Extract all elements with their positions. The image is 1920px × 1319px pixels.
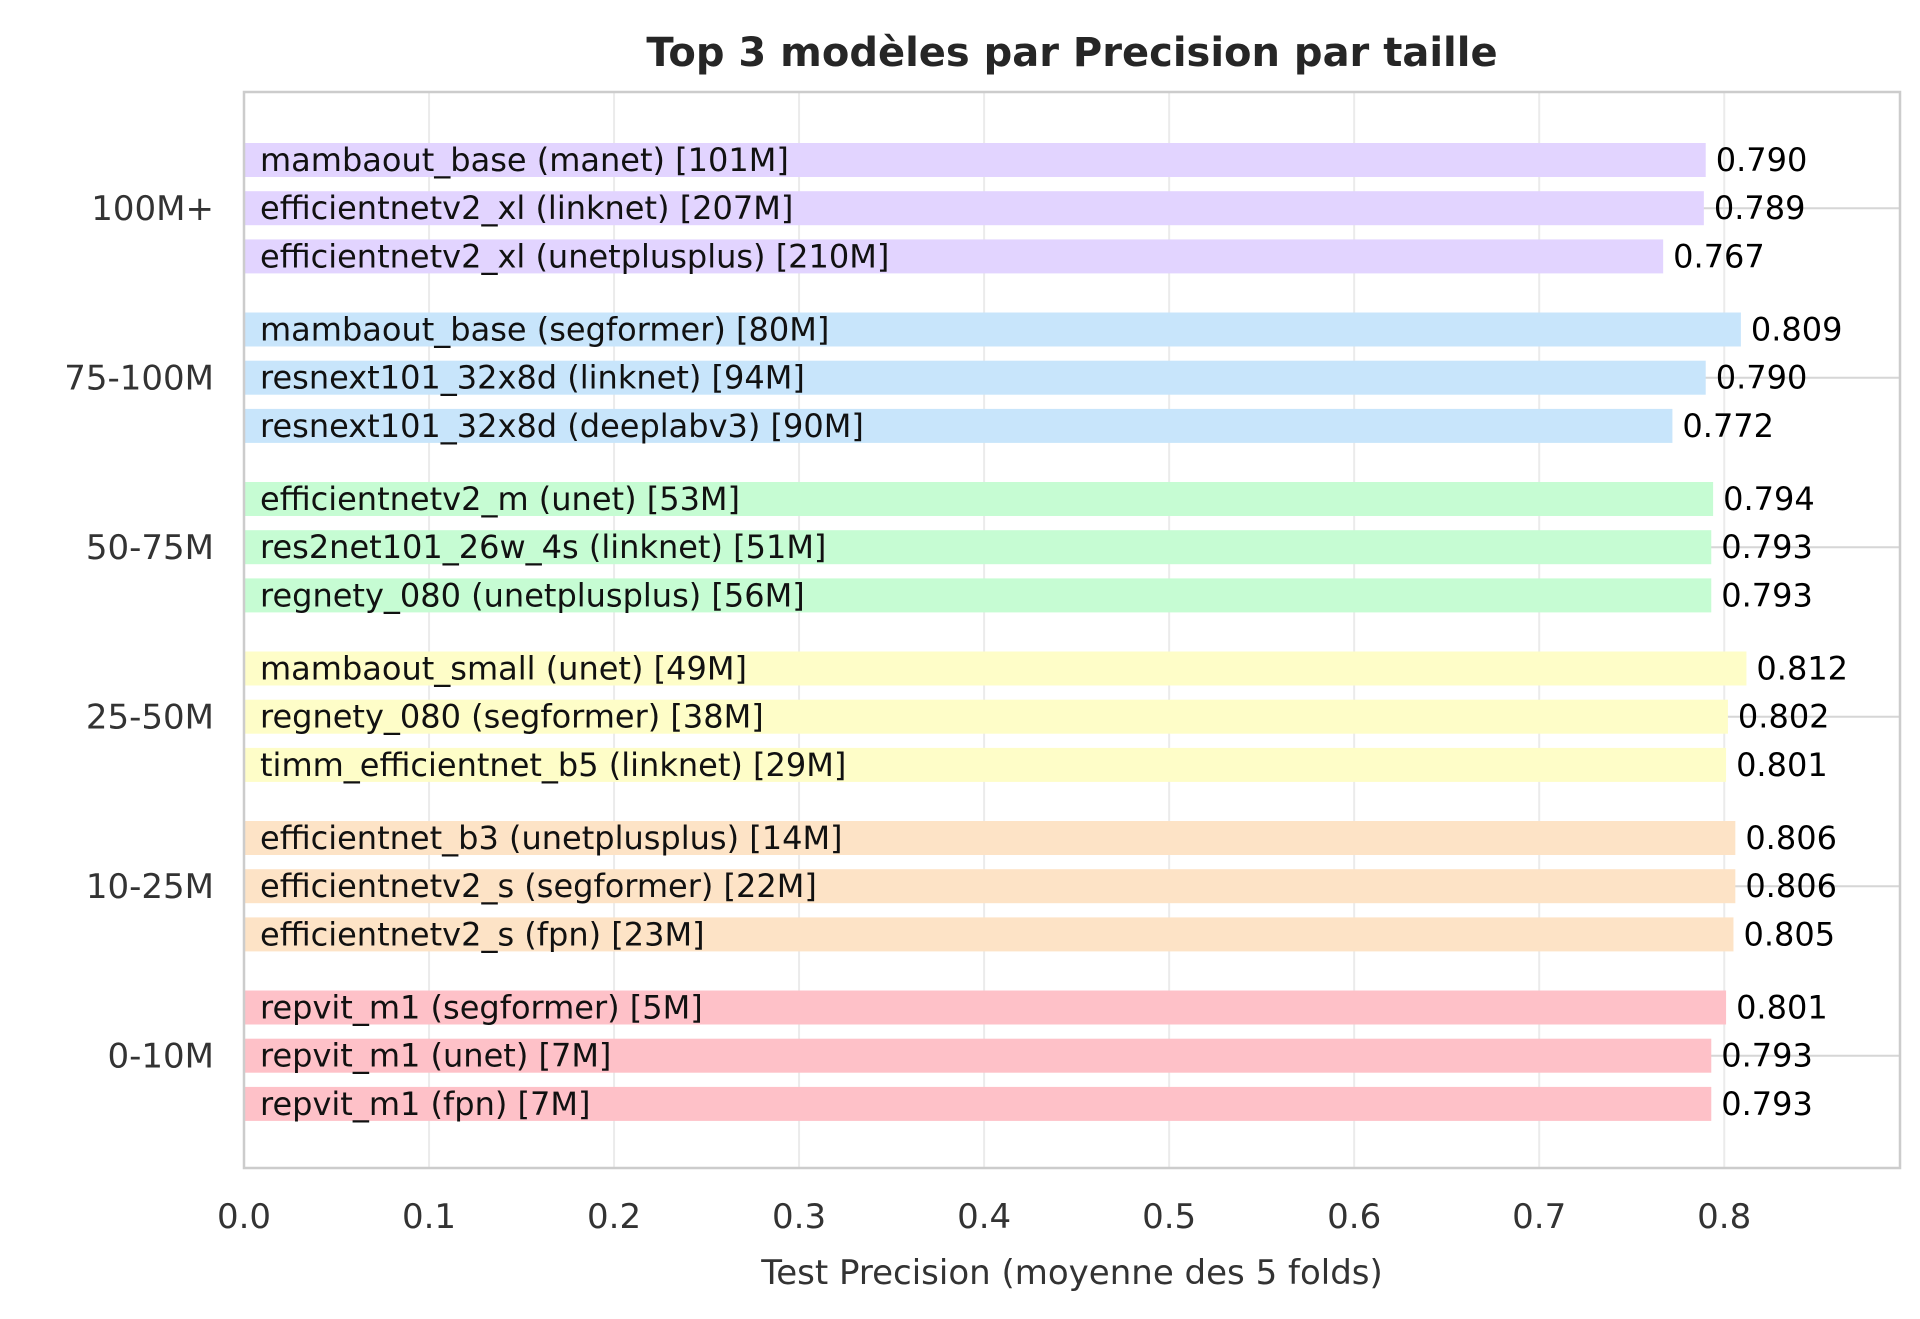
chart-title: Top 3 modèles par Precision par taille: [646, 30, 1497, 76]
y-tick-label: 75-100M: [64, 359, 214, 399]
bar: [244, 821, 1736, 855]
x-tick-label: 0.6: [1327, 1197, 1381, 1237]
value-label: 0.801: [1736, 989, 1828, 1027]
x-tick-label: 0.8: [1697, 1197, 1751, 1237]
x-tick-label: 0.0: [217, 1197, 271, 1237]
bar-label: efficientnetv2_m (unet) [53M]: [260, 480, 740, 518]
value-label: 0.801: [1736, 746, 1828, 784]
bar-label: mambaout_base (segformer) [80M]: [260, 311, 829, 349]
bar: [244, 917, 1734, 952]
value-label: 0.793: [1721, 1085, 1813, 1123]
value-label: 0.794: [1723, 480, 1815, 518]
x-ticks: 0.0 0.1 0.2 0.3 0.4 0.5 0.6 0.7 0.8: [217, 1197, 1751, 1237]
bar: [244, 1086, 1712, 1121]
bar: [244, 1038, 1712, 1073]
bar-label: repvit_m1 (fpn) [7M]: [260, 1085, 590, 1123]
bar-label: resnext101_32x8d (deeplabv3) [90M]: [260, 407, 864, 445]
bar-label: repvit_m1 (unet) [7M]: [260, 1037, 611, 1075]
x-tick-label: 0.5: [1142, 1197, 1196, 1237]
bar-label: regnety_080 (segformer) [38M]: [260, 698, 764, 736]
bar: [244, 482, 1714, 516]
bar-label: efficientnetv2_xl (unetplusplus) [210M]: [260, 237, 889, 275]
x-tick-label: 0.1: [402, 1197, 456, 1237]
bar-label: efficientnet_b3 (unetplusplus) [14M]: [260, 819, 843, 857]
bar-label: timm_efficientnet_b5 (linknet) [29M]: [260, 746, 846, 784]
bar-label: efficientnetv2_s (segformer) [22M]: [260, 867, 817, 905]
bar: [244, 143, 1706, 177]
bar: [244, 747, 1727, 782]
bar-label: resnext101_32x8d (linknet) [94M]: [260, 359, 805, 397]
bar-label: regnety_080 (unetplusplus) [56M]: [260, 576, 805, 614]
value-label: 0.812: [1756, 650, 1848, 688]
y-tick-label: 100M+: [91, 189, 214, 229]
bar: [244, 360, 1706, 395]
bar-label: repvit_m1 (segformer) [5M]: [260, 989, 703, 1027]
value-label: 0.772: [1682, 407, 1774, 445]
bar: [244, 578, 1712, 613]
value-label: 0.790: [1716, 359, 1808, 397]
plot-frame: [242, 90, 1902, 1170]
value-label: 0.809: [1751, 311, 1843, 349]
y-tick-label: 50-75M: [86, 528, 214, 568]
bar: [244, 408, 1673, 443]
bars-layer: mambaout_base (manet) [101M] 0.790 efficie…: [244, 141, 1848, 1123]
value-label: 0.802: [1738, 698, 1830, 736]
y-tick-label: 25-50M: [86, 698, 214, 738]
y-tick-label: 0-10M: [108, 1037, 215, 1077]
value-label: 0.790: [1716, 141, 1808, 179]
value-label: 0.805: [1743, 915, 1835, 953]
x-tick-label: 0.2: [587, 1197, 641, 1237]
value-label: 0.806: [1745, 819, 1837, 857]
value-label: 0.789: [1714, 189, 1806, 227]
value-label: 0.793: [1721, 576, 1813, 614]
x-tick-label: 0.7: [1512, 1197, 1566, 1237]
bar: [244, 990, 1727, 1025]
x-tick-label: 0.4: [957, 1197, 1011, 1237]
value-label: 0.806: [1745, 867, 1837, 905]
bar-label: efficientnetv2_s (fpn) [23M]: [260, 915, 705, 953]
value-label: 0.793: [1721, 528, 1813, 566]
bar: [244, 191, 1704, 226]
bar: [244, 312, 1741, 347]
bar: [244, 530, 1712, 565]
y-ticks: 100M+ 75-100M 50-75M 25-50M 10-25M 0-10M: [64, 189, 214, 1076]
x-tick-label: 0.3: [772, 1197, 826, 1237]
bar-label: mambaout_small (unet) [49M]: [260, 650, 747, 688]
bar: [244, 239, 1664, 274]
x-axis-label: Test Precision (moyenne des 5 folds): [760, 1253, 1383, 1293]
value-label: 0.767: [1673, 237, 1765, 275]
bar-label: res2net101_26w_4s (linknet) [51M]: [260, 528, 826, 566]
bar-label: efficientnetv2_xl (linknet) [207M]: [260, 189, 793, 227]
bar: [244, 651, 1747, 686]
y-tick-label: 10-25M: [86, 867, 214, 907]
bar: [244, 699, 1728, 734]
bar-label: mambaout_base (manet) [101M]: [260, 141, 789, 179]
value-label: 0.793: [1721, 1037, 1813, 1075]
bar: [244, 869, 1736, 904]
